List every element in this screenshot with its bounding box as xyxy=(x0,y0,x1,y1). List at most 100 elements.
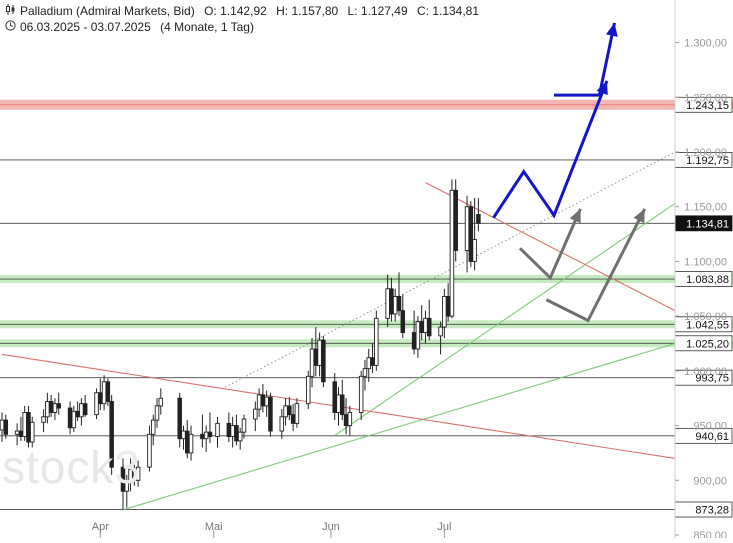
candle-body xyxy=(256,394,262,410)
candle xyxy=(400,294,406,339)
candle xyxy=(52,398,58,421)
candle-body xyxy=(82,403,88,416)
candle xyxy=(185,420,190,459)
candle xyxy=(287,397,292,421)
candle-body xyxy=(52,403,58,413)
candle-body xyxy=(374,317,379,366)
candle-body xyxy=(135,466,141,481)
header-row-period: 06.03.2025 - 03.07.2025 (4 Monate, 1 Tag… xyxy=(4,20,254,34)
watermark-logo: stock3 xyxy=(2,441,141,493)
y-tick-label: 1.200,00 xyxy=(684,147,727,159)
candle xyxy=(317,332,322,377)
price-level-label: 873,28 xyxy=(695,505,729,517)
candle-body xyxy=(109,401,114,468)
instrument-name: Palladium (Admiral Markets, Bid) xyxy=(20,4,195,18)
trendline-support xyxy=(122,342,676,511)
candle xyxy=(22,405,27,441)
candle xyxy=(226,412,232,442)
candle-body xyxy=(207,431,213,437)
candle xyxy=(207,412,213,444)
candle xyxy=(71,405,77,433)
candle-body xyxy=(370,357,375,366)
candle xyxy=(340,379,345,421)
candle xyxy=(411,310,417,355)
price-level-label: 1.083,88 xyxy=(686,274,729,286)
candle xyxy=(396,272,402,317)
candle-body xyxy=(237,431,243,442)
candle-body xyxy=(343,414,349,427)
candle-body xyxy=(56,403,61,409)
candle-body xyxy=(426,317,432,337)
candle-body xyxy=(45,401,50,418)
candle-body xyxy=(472,239,477,262)
candle xyxy=(98,378,103,411)
candle xyxy=(94,388,99,420)
candle xyxy=(41,409,46,433)
candle xyxy=(124,474,130,508)
candle xyxy=(389,277,394,322)
candle-body xyxy=(120,466,126,492)
candle-body xyxy=(105,381,111,402)
scenario-arrow-gray xyxy=(518,208,582,281)
candle xyxy=(279,409,285,439)
candle-body xyxy=(468,206,474,262)
period-info: (4 Monate, 1 Tag) xyxy=(160,20,254,34)
candle-body xyxy=(29,421,35,443)
trendline-support xyxy=(334,202,676,436)
y-tick-label: 1.050,00 xyxy=(684,311,727,323)
candle-body xyxy=(67,407,73,429)
header-row-ohlc: Palladium (Admiral Markets, Bid) O: 1.14… xyxy=(4,4,479,18)
candle xyxy=(426,299,432,341)
price-level-label: 1.025,20 xyxy=(686,338,729,350)
candle xyxy=(154,398,160,428)
candle-body xyxy=(185,430,190,454)
candle-body xyxy=(41,416,46,423)
candle-body xyxy=(306,375,311,405)
candle xyxy=(234,414,239,446)
candle xyxy=(370,343,375,374)
candle-body xyxy=(415,321,421,350)
candle xyxy=(264,390,269,417)
candle-body xyxy=(98,392,103,405)
candle xyxy=(419,305,424,341)
candle xyxy=(79,398,84,426)
candle xyxy=(260,383,266,413)
low-value: 1.127,49 xyxy=(360,4,408,18)
candle-body xyxy=(340,394,345,416)
scenario-arrows-layer xyxy=(492,22,647,323)
candlestick-icon xyxy=(4,4,16,18)
candle-body xyxy=(336,394,341,413)
price-level-label: 1.134,81 xyxy=(686,218,729,230)
candle-body xyxy=(419,321,424,334)
candle xyxy=(181,425,186,450)
candle-body xyxy=(158,397,164,407)
candle-body xyxy=(71,410,77,429)
candle xyxy=(415,316,421,358)
candle xyxy=(3,414,9,439)
candle xyxy=(188,425,194,461)
candle-body xyxy=(283,405,288,418)
candle xyxy=(215,416,220,448)
candle-body xyxy=(226,422,232,437)
candle-body xyxy=(241,418,247,433)
candle xyxy=(150,414,156,446)
candle-body xyxy=(14,430,20,435)
x-month-label: Mai xyxy=(205,521,223,533)
date-range: 06.03.2025 - 03.07.2025 xyxy=(20,20,151,34)
y-tick-label: 1.300,00 xyxy=(684,38,727,50)
candle xyxy=(438,321,443,355)
candle xyxy=(109,394,114,475)
scenario-arrow-blue xyxy=(492,80,609,219)
high-label: H: xyxy=(276,4,289,18)
candle xyxy=(313,327,319,377)
candle-body xyxy=(48,401,54,413)
candle-body xyxy=(18,430,24,437)
candle xyxy=(203,425,209,452)
candle-body xyxy=(188,433,194,454)
candle xyxy=(449,179,455,319)
y-tick-label: 1.100,00 xyxy=(684,256,727,268)
candle xyxy=(101,375,107,411)
candle xyxy=(268,392,273,437)
price-level-label: 1.192,75 xyxy=(686,155,729,167)
